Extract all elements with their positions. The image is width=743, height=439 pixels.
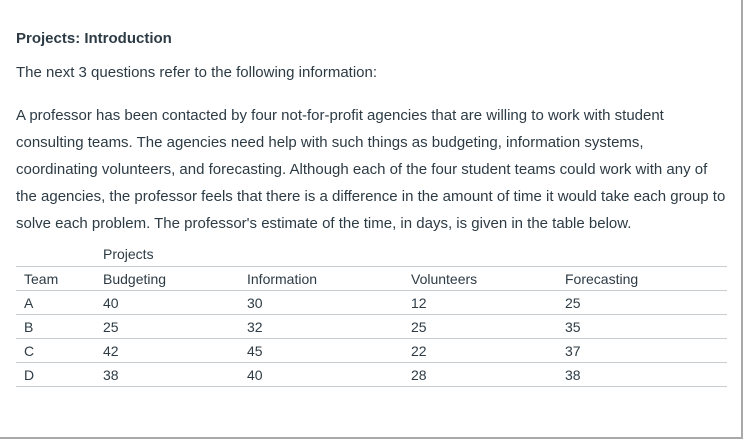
table-header-row: Team Budgeting Information Volunteers Fo… [16,266,728,291]
value-cell: 25 [95,314,239,339]
value-cell: 28 [403,362,557,387]
table-row-team-b: B 25 32 25 35 [16,314,728,339]
table-row-team-a: A 40 30 12 25 [16,290,728,315]
value-cell: 38 [557,362,728,387]
value-cell: 40 [239,362,403,387]
value-cell: 30 [239,290,403,315]
value-cell: 32 [239,314,403,339]
description-text: A professor has been contacted by four n… [16,107,726,232]
value-cell: 38 [95,362,239,387]
team-cell: A [16,290,95,315]
value-cell: 35 [557,314,728,339]
team-cell: C [16,338,95,363]
time-estimates-table: Projects Team Budgeting Information Volu… [16,241,728,387]
value-cell: 40 [95,290,239,315]
table-row-team-d: D 38 40 28 38 [16,362,728,387]
table-group-header-row: Projects [16,241,728,267]
page-title: Projects: Introduction [16,30,172,47]
team-cell: B [16,314,95,339]
value-cell: 25 [403,314,557,339]
value-cell: 22 [403,338,557,363]
table-group-header: Projects [95,241,728,267]
value-cell: 42 [95,338,239,363]
table-row-team-c: C 42 45 22 37 [16,338,728,363]
value-cell: 37 [557,338,728,363]
value-cell: 12 [403,290,557,315]
value-cell: 45 [239,338,403,363]
column-header-forecasting: Forecasting [557,266,728,291]
intro-text: The next 3 questions refer to the follow… [16,64,378,81]
column-header-volunteers: Volunteers [403,266,557,291]
column-header-team: Team [16,266,95,291]
team-cell: D [16,362,95,387]
empty-corner-cell [16,241,95,267]
value-cell: 25 [557,290,728,315]
column-header-information: Information [239,266,403,291]
column-header-budgeting: Budgeting [95,266,239,291]
